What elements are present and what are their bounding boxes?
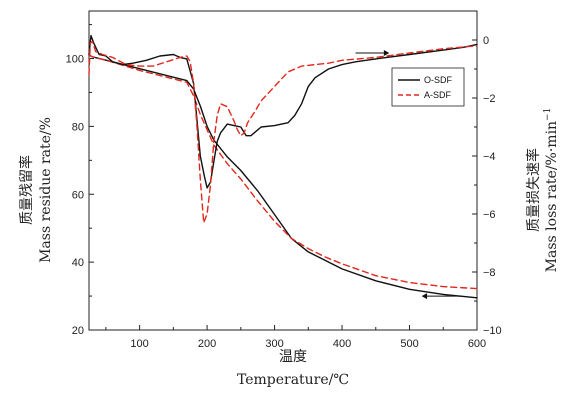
y-right-tick-label: −2 — [483, 93, 496, 105]
series-o-sdf-rate — [88, 34, 478, 189]
x-tick-label: 600 — [468, 338, 486, 350]
y-right-label-en-sup: −1 — [543, 108, 553, 121]
series-a-sdf-residue — [88, 54, 478, 290]
x-axis-ticks: 100 200 300 400 500 600 — [105, 325, 486, 350]
y-left-tick-label: 20 — [72, 325, 84, 337]
y-left-tick-label: 100 — [66, 54, 84, 66]
right-axis-arrowhead — [383, 50, 390, 57]
y-right-tick-label: 0 — [483, 35, 489, 47]
legend-label-o-sdf: O-SDF — [424, 75, 453, 85]
y-left-tick-label: 40 — [72, 257, 84, 269]
y-right-tick-label: −10 — [483, 325, 502, 337]
plot-border — [88, 10, 478, 331]
right-axis-ticks: 0 −2 −4 −6 −8 −10 — [472, 35, 502, 337]
x-tick-label: 200 — [198, 338, 216, 350]
series-o-sdf-residue — [88, 54, 478, 299]
y-left-tick-label: 60 — [72, 189, 84, 201]
left-axis-ticks: 20 40 60 80 100 — [66, 24, 94, 337]
y-right-label-en: Mass loss rate/%·min−1 — [543, 108, 560, 273]
y-right-tick-label: −4 — [483, 151, 496, 163]
y-right-tick-label: −6 — [483, 209, 496, 221]
x-tick-label: 100 — [130, 338, 148, 350]
y-right-label-en-main: Mass loss rate/%·min — [544, 121, 560, 272]
x-axis-label-en: Temperature/℃ — [237, 372, 349, 388]
y-left-label-cn: 质量残留率 — [18, 155, 35, 225]
series-a-sdf-rate — [88, 40, 478, 224]
x-axis-label-cn: 温度 — [279, 349, 307, 365]
left-axis-arrowhead — [421, 293, 428, 300]
legend: O-SDF A-SDF — [391, 67, 465, 107]
x-tick-label: 500 — [400, 338, 418, 350]
legend-label-a-sdf: A-SDF — [424, 90, 452, 100]
y-left-tick-label: 80 — [72, 121, 84, 133]
x-tick-label: 400 — [333, 338, 351, 350]
plot-frame — [88, 10, 478, 331]
legend-box — [391, 67, 465, 107]
y-right-tick-label: −8 — [483, 267, 496, 279]
x-tick-label: 300 — [265, 338, 283, 350]
y-left-label-en: Mass residue rate/% — [38, 117, 54, 263]
axis-arrows — [355, 50, 463, 300]
series-layer — [88, 34, 478, 299]
y-right-label-cn: 质量损失速率 — [525, 148, 542, 232]
